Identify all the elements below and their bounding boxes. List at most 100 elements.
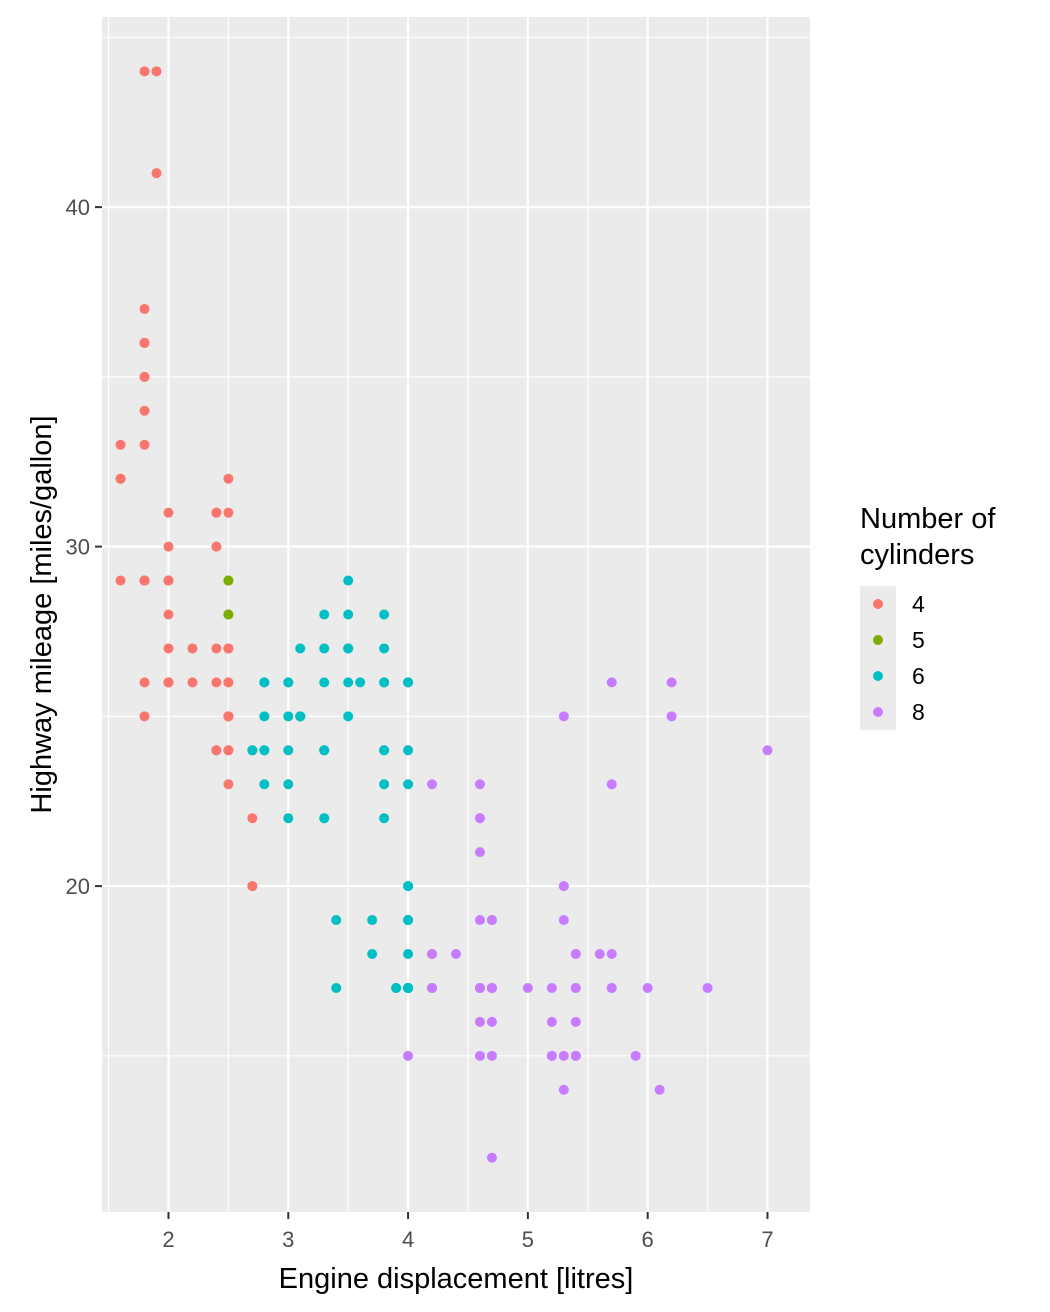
point-cyl-6 (403, 915, 414, 926)
point-cyl-6 (379, 779, 390, 790)
point-cyl-4 (211, 507, 222, 518)
point-cyl-8 (546, 1016, 557, 1027)
point-cyl-8 (702, 982, 713, 993)
point-cyl-6 (319, 643, 330, 654)
point-cyl-4 (211, 745, 222, 756)
point-cyl-6 (295, 711, 306, 722)
point-cyl-6 (283, 779, 294, 790)
point-cyl-6 (403, 948, 414, 959)
point-cyl-4 (151, 66, 162, 77)
point-cyl-8 (630, 1050, 641, 1061)
point-cyl-8 (486, 1016, 497, 1027)
legend-key-point (873, 707, 883, 717)
point-cyl-8 (666, 677, 677, 688)
point-cyl-4 (247, 813, 258, 824)
x-tick-label: 2 (162, 1227, 174, 1252)
point-cyl-4 (139, 439, 150, 450)
point-cyl-6 (259, 677, 270, 688)
point-cyl-6 (379, 677, 390, 688)
point-cyl-6 (403, 982, 414, 993)
point-cyl-8 (427, 948, 438, 959)
legend-key-point (873, 635, 883, 645)
point-cyl-8 (606, 948, 617, 959)
point-cyl-4 (115, 575, 126, 586)
point-cyl-6 (343, 609, 354, 620)
point-cyl-6 (259, 779, 270, 790)
point-cyl-6 (391, 982, 402, 993)
point-cyl-4 (139, 337, 150, 348)
point-cyl-4 (139, 303, 150, 314)
point-cyl-4 (223, 711, 234, 722)
legend-label: 4 (912, 591, 925, 617)
point-cyl-4 (139, 405, 150, 416)
minor-gridlines (102, 17, 810, 1212)
axis-ticks: 2 3 4 5 6 7 20 30 40 (66, 195, 774, 1252)
point-cyl-4 (211, 541, 222, 552)
point-cyl-6 (343, 677, 354, 688)
point-cyl-8 (486, 1152, 497, 1163)
point-cyl-4 (163, 507, 174, 518)
point-cyl-4 (139, 575, 150, 586)
point-cyl-6 (283, 745, 294, 756)
x-tick-label: 6 (642, 1227, 654, 1252)
point-cyl-4 (139, 66, 150, 77)
point-cyl-8 (474, 779, 485, 790)
point-cyl-5 (223, 609, 234, 620)
x-tick-label: 7 (761, 1227, 773, 1252)
point-cyl-4 (139, 711, 150, 722)
point-cyl-4 (187, 677, 198, 688)
x-axis-title: Engine displacement [litres] (279, 1263, 634, 1295)
point-cyl-8 (474, 1016, 485, 1027)
point-cyl-8 (546, 1050, 557, 1061)
point-cyl-8 (546, 982, 557, 993)
point-cyl-8 (570, 1050, 581, 1061)
point-cyl-8 (594, 948, 605, 959)
point-cyl-6 (343, 575, 354, 586)
point-cyl-8 (486, 982, 497, 993)
point-cyl-6 (319, 813, 330, 824)
point-cyl-8 (474, 847, 485, 858)
point-cyl-8 (558, 1050, 569, 1061)
point-cyl-4 (139, 677, 150, 688)
point-cyl-6 (403, 745, 414, 756)
point-cyl-8 (558, 915, 569, 926)
point-cyl-8 (606, 677, 617, 688)
point-cyl-6 (379, 643, 390, 654)
major-gridlines (102, 17, 810, 1212)
point-cyl-4 (223, 745, 234, 756)
point-cyl-8 (474, 813, 485, 824)
point-cyl-8 (522, 982, 533, 993)
point-cyl-8 (666, 711, 677, 722)
point-cyl-6 (379, 609, 390, 620)
point-cyl-8 (558, 881, 569, 892)
point-cyl-8 (558, 1084, 569, 1095)
x-tick-label: 5 (522, 1227, 534, 1252)
point-cyl-6 (403, 677, 414, 688)
point-cyl-4 (211, 677, 222, 688)
point-cyl-4 (163, 677, 174, 688)
point-cyl-4 (163, 575, 174, 586)
legend-label: 5 (912, 627, 925, 653)
y-tick-label: 20 (66, 874, 90, 899)
point-cyl-8 (403, 1050, 414, 1061)
point-cyl-6 (367, 948, 378, 959)
point-cyl-8 (654, 1084, 665, 1095)
legend-title-line-2: cylinders (860, 539, 974, 571)
point-cyl-6 (283, 813, 294, 824)
point-cyl-6 (379, 813, 390, 824)
point-cyl-8 (486, 915, 497, 926)
point-cyl-4 (115, 439, 126, 450)
point-cyl-6 (343, 643, 354, 654)
point-cyl-8 (606, 779, 617, 790)
point-cyl-4 (211, 643, 222, 654)
point-cyl-8 (570, 1016, 581, 1027)
point-cyl-8 (570, 982, 581, 993)
legend-key-point (873, 671, 883, 681)
legend-key-point (873, 599, 883, 609)
point-cyl-8 (451, 948, 461, 959)
point-cyl-6 (367, 915, 378, 926)
point-cyl-4 (247, 881, 258, 892)
point-cyl-6 (355, 677, 366, 688)
point-cyl-6 (319, 677, 330, 688)
point-cyl-4 (163, 541, 174, 552)
